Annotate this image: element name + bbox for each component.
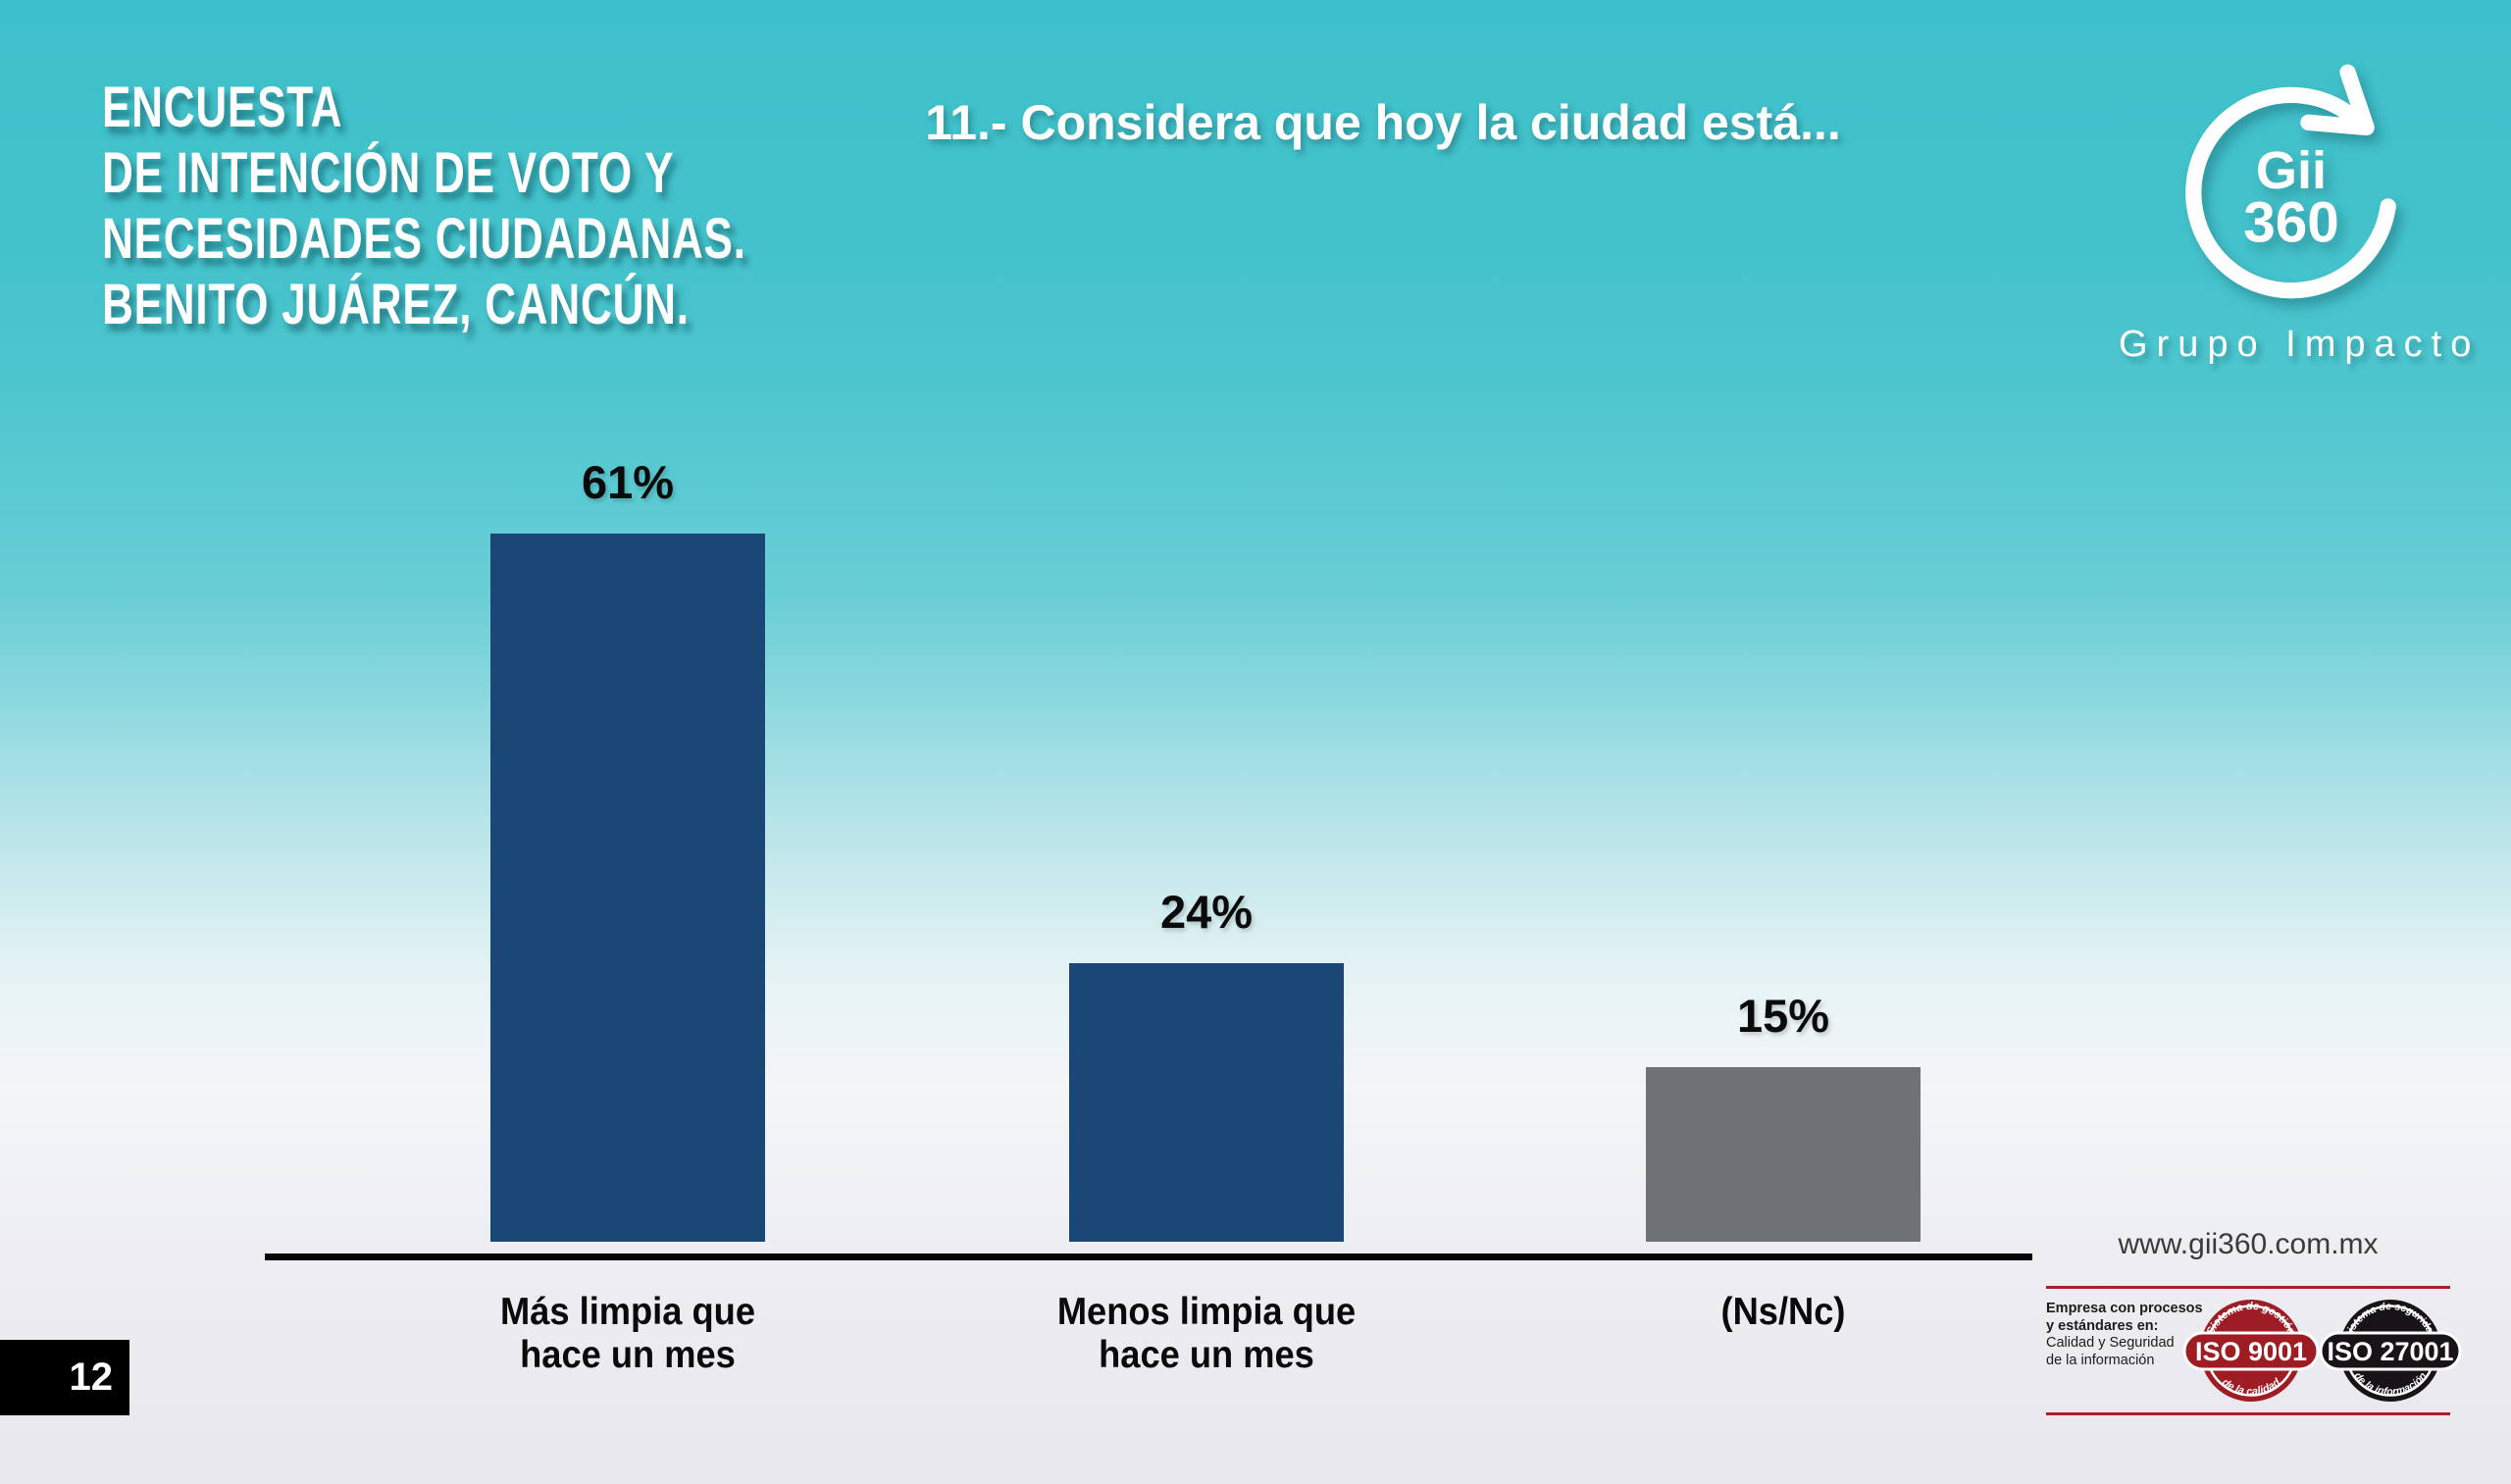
tagline-line: y estándares en: <box>2046 1317 2159 1334</box>
logo-brand-top: Gii <box>2256 141 2327 200</box>
survey-title-line: NECESIDADES CIUDADANAS. <box>102 207 746 271</box>
website-url: www.gii360.com.mx <box>2118 1228 2379 1260</box>
category-label: Menos limpia que hace un mes <box>1056 1291 1357 1377</box>
bar-menos-limpia <box>1069 963 1344 1242</box>
category-label: (Ns/Nc) <box>1720 1291 1846 1333</box>
company-tagline: Empresa con procesos y estándares en: Ca… <box>2046 1301 2213 1369</box>
survey-title: ENCUESTA DE INTENCIÓN DE VOTO Y NECESIDA… <box>102 75 746 337</box>
circular-arrow-icon: Gii 360 <box>2185 64 2396 299</box>
bar-value-label: 61% <box>581 456 675 508</box>
tagline-line: de la información <box>2046 1352 2155 1368</box>
logo-brand-bottom: 360 <box>2243 190 2339 254</box>
tagline-line: Calidad y Seguridad <box>2046 1335 2175 1351</box>
badge-center-text: ISO 9001 <box>2195 1337 2307 1366</box>
gii360-logo: Gii 360 <box>2164 59 2419 314</box>
tagline-line: Empresa con procesos <box>2046 1301 2203 1316</box>
footer-divider-top <box>2046 1286 2450 1289</box>
axis-line <box>265 1254 2032 1260</box>
page-number-badge: 12 <box>0 1340 129 1415</box>
category-label: Más limpia que hace un mes <box>499 1291 755 1377</box>
survey-title-line: DE INTENCIÓN DE VOTO Y <box>102 141 675 205</box>
survey-title-line: BENITO JUÁREZ, CANCÚN. <box>102 273 690 336</box>
iso-9001-seal-icon: Sistema de gestión de la calidad ISO 900… <box>2182 1300 2320 1402</box>
logo-company-name: Grupo Impacto <box>2119 324 2481 365</box>
bar-value-label: 15% <box>1736 990 1830 1042</box>
bar-nsnc <box>1646 1067 1921 1242</box>
question-title: 11.- Considera que hoy la ciudad está... <box>925 95 1841 150</box>
bar-value-label: 24% <box>1159 886 1254 938</box>
footer-divider-bottom <box>2046 1412 2450 1415</box>
survey-title-line: ENCUESTA <box>102 76 343 139</box>
iso-9001-badge: Sistema de gestión de la calidad ISO 900… <box>2178 1296 2325 1406</box>
badge-center-text: ISO 27001 <box>2327 1337 2453 1366</box>
bar-mas-limpia <box>490 534 765 1242</box>
